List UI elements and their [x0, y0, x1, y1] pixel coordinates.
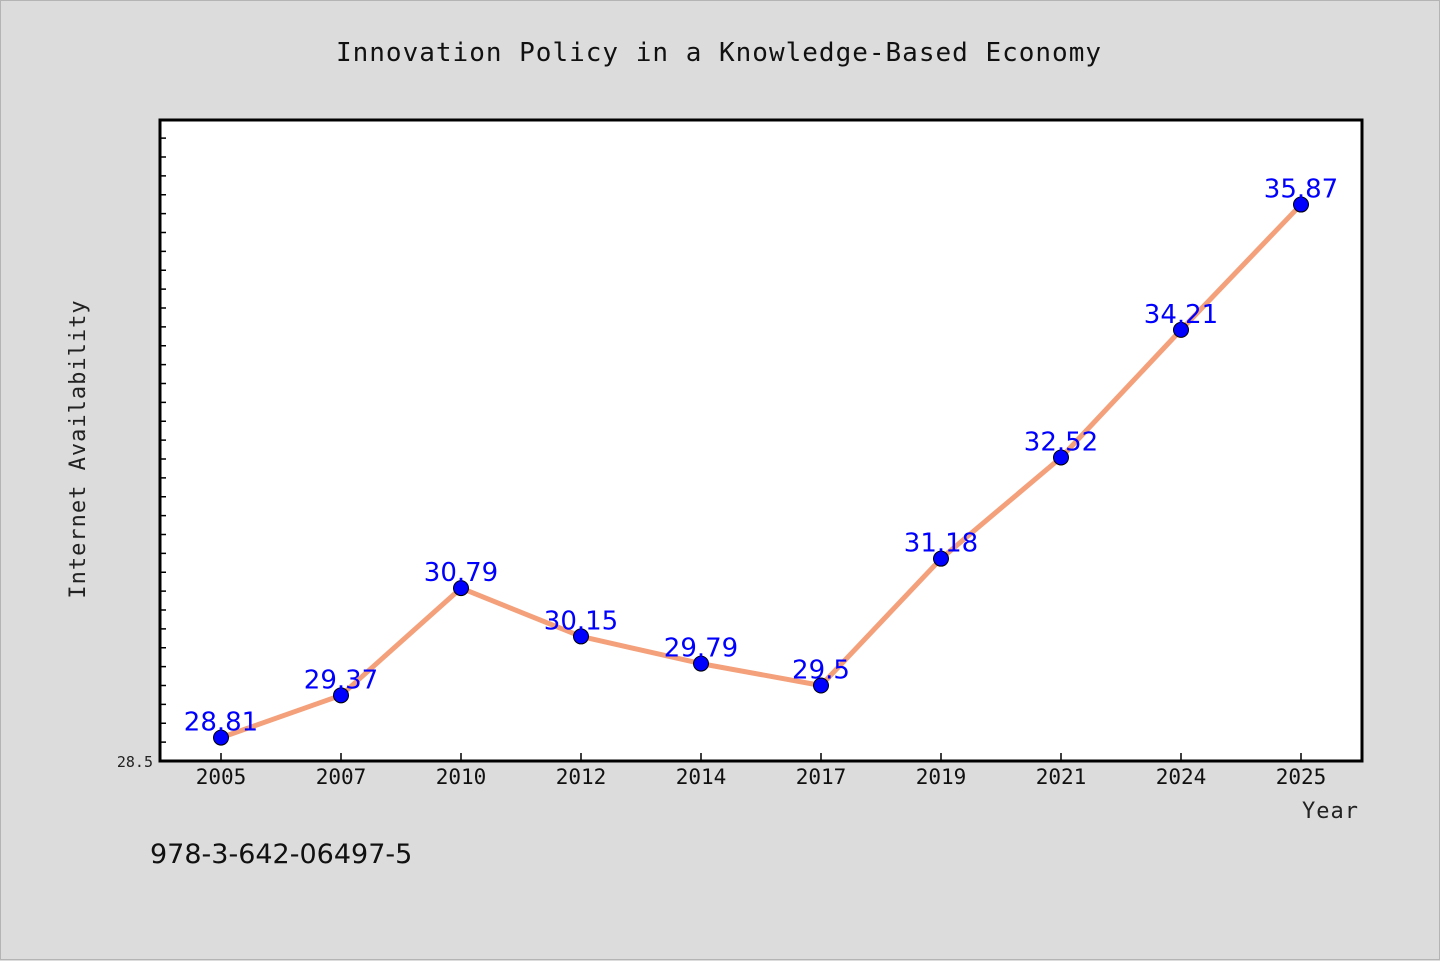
x-tick-label: 2021 [1036, 765, 1087, 789]
x-tick-label: 2025 [1276, 765, 1327, 789]
data-label: 28.81 [184, 708, 258, 738]
data-label: 30.15 [544, 606, 618, 636]
x-tick-label: 2017 [796, 765, 847, 789]
data-label: 29.37 [304, 665, 378, 695]
x-tick-label: 2005 [196, 765, 247, 789]
data-label: 32.52 [1024, 427, 1098, 457]
series-line [218, 202, 1304, 741]
x-axis-label: Year [1302, 799, 1359, 824]
data-point [573, 628, 589, 645]
data-point [693, 655, 709, 672]
x-tick-label: 2010 [436, 765, 487, 789]
y-axis-ticks [160, 137, 166, 743]
x-tick-label: 2014 [676, 765, 727, 789]
y-axis-min-label: 28.5 [117, 753, 153, 771]
series-line-group [218, 202, 1304, 741]
x-tick-label: 2012 [556, 765, 607, 789]
data-point [933, 550, 949, 567]
data-point [453, 580, 469, 597]
data-label: 34.21 [1144, 300, 1218, 330]
data-markers [213, 196, 1309, 746]
data-point [1293, 196, 1309, 213]
data-labels: 28.81 29.37 30.79 30.15 29.79 29.5 31.18 32.52 3… [184, 175, 1338, 738]
data-label: 29.5 [792, 655, 850, 685]
x-axis-ticks [220, 753, 1302, 761]
x-tick-label: 2024 [1156, 765, 1207, 789]
data-label: 30.79 [424, 558, 498, 588]
data-point [213, 729, 229, 746]
data-label: 29.79 [664, 634, 738, 664]
data-point [1053, 449, 1069, 466]
plot-area [158, 118, 1364, 763]
data-point [333, 687, 349, 704]
x-tick-label: 2019 [916, 765, 967, 789]
x-tick-label: 2007 [316, 765, 367, 789]
data-point [1173, 321, 1189, 338]
data-label: 35.87 [1264, 175, 1338, 205]
x-axis-tick-labels: 2005 2007 2010 2012 2014 2017 2019 2021 2024 2025 [196, 765, 1327, 789]
data-point [813, 677, 829, 694]
data-label: 31.18 [904, 529, 978, 559]
footer-isbn: 978-3-642-06497-5 [150, 839, 412, 870]
y-axis-label: Internet Availability [66, 299, 91, 598]
chart-title: Innovation Policy in a Knowledge-Based E… [336, 38, 1102, 68]
